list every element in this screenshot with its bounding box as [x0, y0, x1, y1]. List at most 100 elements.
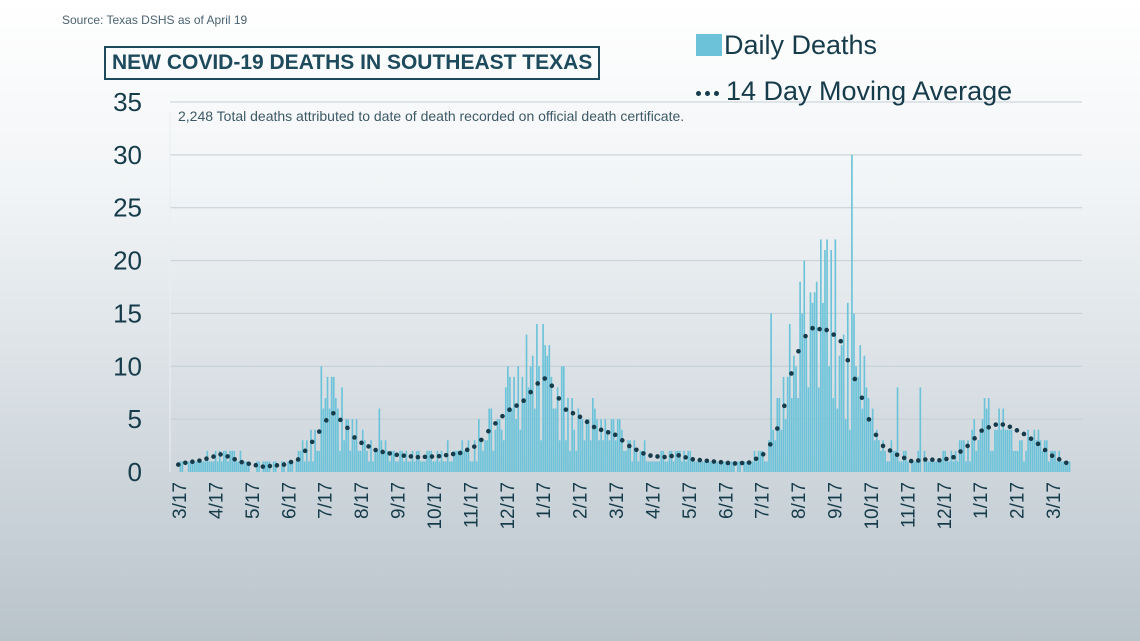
daily-deaths-bar	[502, 440, 505, 472]
daily-deaths-bar	[714, 461, 716, 472]
daily-deaths-bar	[384, 440, 387, 472]
daily-deaths-bar	[554, 408, 557, 472]
daily-deaths-bar	[440, 450, 443, 472]
moving-average-point	[824, 327, 829, 333]
daily-deaths-bar	[875, 429, 878, 472]
moving-average-point	[880, 443, 886, 449]
y-tick-label: 10	[113, 351, 142, 381]
legend-line-label: 14 Day Moving Average	[726, 76, 1013, 106]
daily-deaths-bar	[983, 398, 986, 472]
daily-deaths-bar	[728, 461, 731, 472]
daily-deaths-bar	[697, 461, 700, 472]
moving-average-point	[1021, 431, 1027, 437]
moving-average-point	[767, 442, 773, 447]
daily-deaths-bar	[494, 429, 497, 472]
daily-deaths-bar	[368, 461, 370, 472]
daily-deaths-bar	[759, 450, 762, 472]
daily-deaths-bar	[208, 461, 211, 472]
daily-deaths-bar	[536, 324, 538, 472]
moving-average-point	[760, 451, 766, 457]
daily-deaths-bar	[830, 250, 833, 472]
moving-average-point	[669, 453, 674, 459]
moving-average-point	[359, 440, 364, 446]
daily-deaths-bar	[849, 429, 851, 472]
daily-deaths-bar	[179, 461, 182, 472]
daily-deaths-bar	[927, 461, 930, 472]
daily-deaths-bar	[575, 450, 578, 472]
daily-deaths-bar	[770, 313, 772, 472]
daily-deaths-bar	[737, 461, 739, 472]
daily-deaths-bar	[322, 408, 325, 472]
daily-deaths-bar	[1052, 450, 1054, 472]
daily-deaths-bar	[531, 355, 534, 472]
daily-deaths-bar	[310, 429, 312, 472]
moving-average-point	[753, 456, 759, 462]
daily-deaths-bar	[873, 440, 876, 472]
daily-deaths-bar	[778, 398, 781, 472]
daily-deaths-bar	[985, 408, 988, 472]
daily-deaths-bar	[859, 345, 862, 472]
daily-deaths-bar	[409, 461, 412, 472]
daily-deaths-bar	[793, 355, 795, 472]
daily-deaths-bar	[455, 450, 457, 472]
daily-deaths-bar	[654, 461, 656, 472]
daily-deaths-bar	[527, 387, 530, 472]
daily-deaths-bar	[979, 429, 982, 472]
moving-average-point	[591, 424, 597, 430]
daily-deaths-bar	[987, 398, 990, 472]
daily-deaths-bar	[556, 387, 559, 472]
daily-deaths-bar	[324, 398, 327, 472]
daily-deaths-bar	[442, 461, 445, 472]
daily-deaths-bar	[689, 450, 692, 472]
daily-deaths-bar	[973, 419, 976, 472]
moving-average-point	[218, 452, 223, 457]
daily-deaths-bar	[730, 461, 733, 472]
daily-deaths-bar	[339, 450, 341, 472]
daily-deaths-bar	[480, 440, 482, 472]
daily-deaths-bar	[303, 461, 306, 472]
moving-average-point	[634, 447, 639, 453]
daily-deaths-bar	[272, 461, 275, 472]
daily-deaths-bar	[940, 461, 942, 472]
daily-deaths-bar	[788, 324, 791, 472]
moving-average-point	[232, 456, 237, 462]
daily-deaths-bar	[952, 461, 955, 472]
daily-deaths-bar	[967, 440, 969, 472]
daily-deaths-bar	[223, 450, 225, 472]
y-axis-ticks: 0 5 10 15 20 25 30 35	[113, 87, 142, 487]
daily-deaths-bar	[904, 450, 907, 472]
daily-deaths-bar	[463, 450, 466, 472]
moving-average-point	[619, 438, 625, 443]
moving-average-point	[415, 454, 421, 460]
daily-deaths-bar	[542, 324, 544, 472]
moving-average-point	[803, 333, 808, 339]
moving-average-point	[197, 458, 202, 463]
x-tick-label: 7/17	[753, 482, 774, 519]
moving-average-point	[986, 425, 992, 430]
daily-deaths-bar	[1031, 440, 1034, 472]
daily-deaths-bar	[1062, 461, 1065, 472]
daily-deaths-bar	[1021, 440, 1023, 472]
moving-average-point	[570, 410, 576, 416]
moving-average-point	[697, 457, 703, 463]
moving-average-point	[1000, 422, 1006, 427]
x-tick-label: 8/17	[352, 482, 373, 519]
moving-average-point	[704, 458, 710, 464]
daily-deaths-bar	[956, 461, 959, 472]
daily-deaths-bar	[890, 440, 893, 472]
daily-deaths-bar	[703, 461, 706, 472]
moving-average-point	[239, 459, 245, 465]
daily-deaths-bar	[581, 419, 584, 472]
daily-deaths-bar	[954, 450, 957, 472]
moving-average-point	[542, 376, 548, 381]
daily-deaths-bar	[900, 461, 903, 472]
daily-deaths-bar	[629, 440, 631, 472]
daily-deaths-bar	[585, 419, 588, 472]
daily-deaths-bar	[498, 419, 501, 472]
daily-deaths-bar	[204, 461, 207, 472]
daily-deaths-bar	[359, 450, 362, 472]
daily-deaths-bar	[716, 461, 719, 472]
daily-deaths-bar	[295, 461, 298, 472]
x-tick-label: 3/17	[170, 482, 191, 519]
